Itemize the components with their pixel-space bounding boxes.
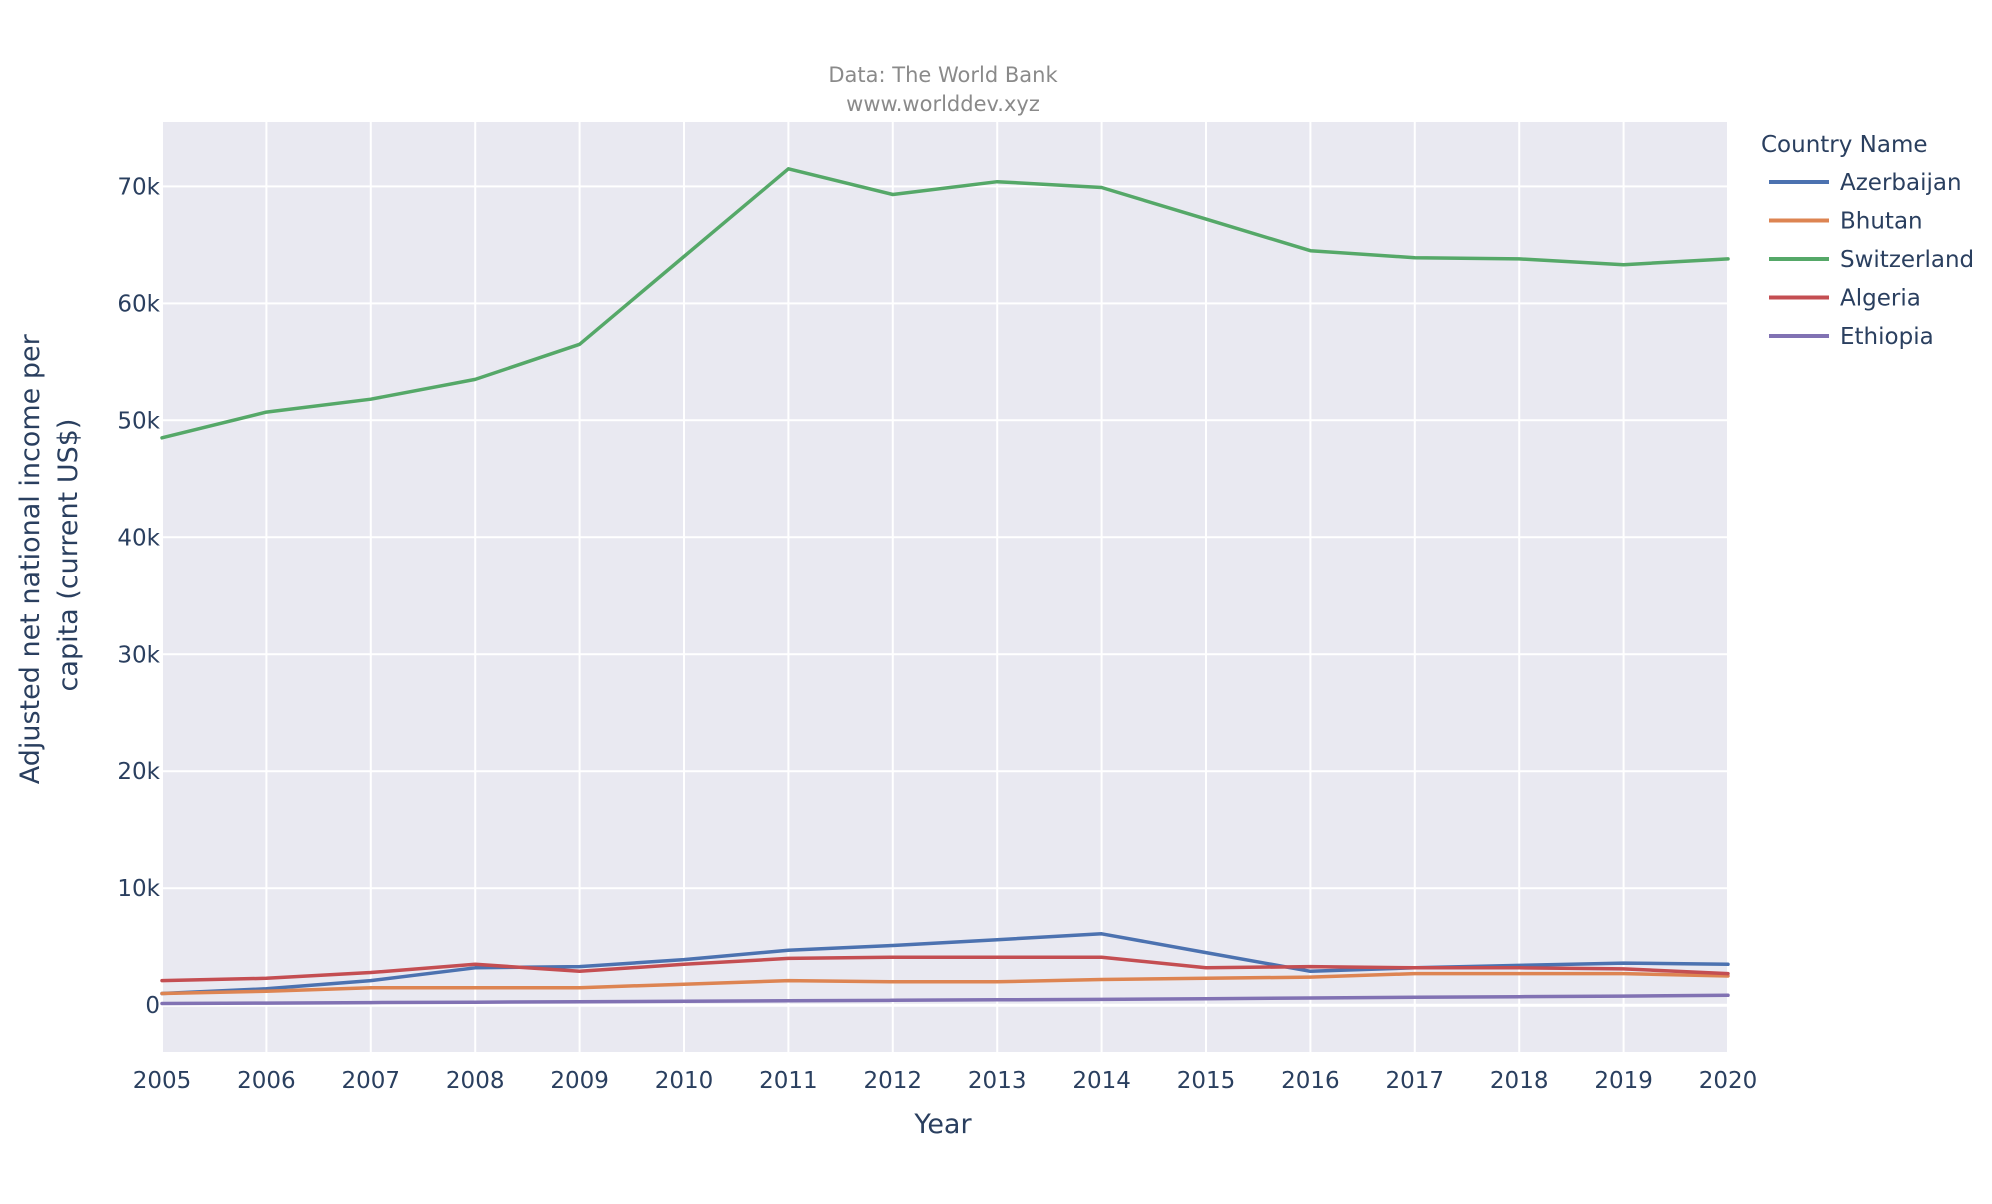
y-axis-title-line-2: capita (current US$) — [53, 419, 84, 692]
x-tick-label: 2006 — [237, 1068, 296, 1094]
x-tick-label: 2010 — [655, 1068, 714, 1094]
x-tick-label: 2009 — [550, 1068, 609, 1094]
series-line-ethiopia — [160, 993, 1730, 1006]
y-tick-label: 40k — [117, 525, 160, 551]
legend-item-switzerland[interactable]: Switzerland — [1769, 247, 1974, 273]
x-tick-label: 2016 — [1281, 1068, 1340, 1094]
x-tick-label: 2011 — [759, 1068, 818, 1094]
y-tick-label: 30k — [117, 642, 160, 668]
x-tick-label: 2013 — [968, 1068, 1027, 1094]
y-tick-label: 50k — [117, 408, 160, 434]
y-axis-title-line-1: Adjusted net national income per — [15, 333, 46, 784]
x-axis-title: Year — [913, 1109, 972, 1140]
y-axis-ticks: 0 10k 20k 30k 40k 50k 60k 70k — [117, 174, 160, 1019]
series-line-bhutan — [160, 971, 1730, 996]
legend-label: Ethiopia — [1840, 324, 1934, 350]
chart-source-line-2: www.worlddev.xyz — [846, 92, 1040, 116]
x-tick-label: 2020 — [1699, 1068, 1758, 1094]
grid-lines — [161, 122, 1729, 1052]
legend: Country Name Azerbaijan Bhutan Switzerland… — [1761, 132, 1974, 350]
y-tick-label: 70k — [117, 174, 160, 200]
x-tick-label: 2014 — [1072, 1068, 1131, 1094]
x-tick-label: 2012 — [864, 1068, 923, 1094]
chart-source-line-1: Data: The World Bank — [828, 63, 1058, 87]
series-line-switzerland — [160, 167, 1730, 440]
legend-item-algeria[interactable]: Algeria — [1769, 286, 1921, 312]
x-tick-label: 2008 — [446, 1068, 505, 1094]
x-axis-ticks: 2005 2006 2007 2008 2009 2010 2011 2012 2013 2014… — [133, 1068, 1758, 1094]
legend-label: Algeria — [1840, 286, 1921, 312]
series-lines — [160, 167, 1730, 1006]
x-tick-label: 2007 — [342, 1068, 401, 1094]
x-tick-label: 2015 — [1177, 1068, 1236, 1094]
legend-label: Switzerland — [1840, 247, 1974, 273]
legend-label: Bhutan — [1840, 209, 1923, 235]
y-tick-label: 10k — [117, 876, 160, 902]
plot-area — [162, 122, 1728, 1052]
x-tick-label: 2019 — [1594, 1068, 1653, 1094]
legend-item-bhutan[interactable]: Bhutan — [1769, 209, 1923, 235]
legend-label: Azerbaijan — [1840, 170, 1962, 196]
legend-items: Azerbaijan Bhutan Switzerland Algeria Ethiop… — [1769, 170, 1974, 350]
y-axis-title: Adjusted net national income per capita … — [15, 326, 84, 785]
legend-item-azerbaijan[interactable]: Azerbaijan — [1769, 170, 1962, 196]
series-line-algeria — [160, 955, 1730, 983]
x-tick-label: 2017 — [1386, 1068, 1445, 1094]
x-tick-label: 2018 — [1490, 1068, 1549, 1094]
legend-item-ethiopia[interactable]: Ethiopia — [1769, 324, 1934, 350]
legend-title: Country Name — [1761, 132, 1928, 158]
y-tick-label: 20k — [117, 759, 160, 785]
y-tick-label: 0 — [145, 993, 160, 1019]
x-tick-label: 2005 — [133, 1068, 192, 1094]
y-tick-label: 60k — [117, 291, 160, 317]
